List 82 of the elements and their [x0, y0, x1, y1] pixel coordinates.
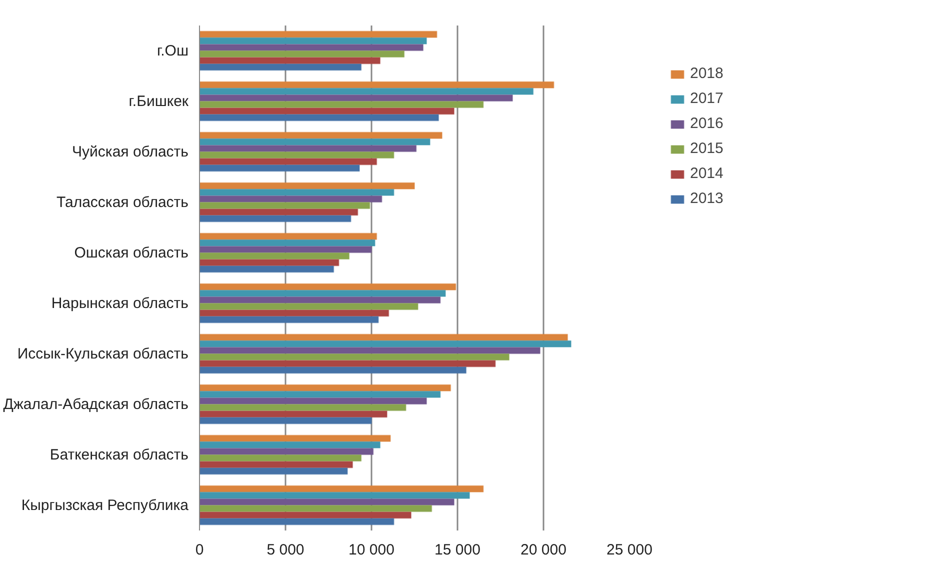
x-tick-label: 5 000: [266, 542, 304, 558]
bar: [200, 37, 428, 45]
bar: [200, 94, 514, 102]
bar: [200, 158, 378, 166]
bar: [200, 202, 370, 210]
bar: [200, 208, 358, 216]
bar: [200, 441, 381, 449]
bar: [200, 144, 417, 152]
bar: [200, 246, 372, 254]
y-tick-label: г.Ош: [156, 42, 189, 60]
bar: [200, 454, 362, 462]
y-tick-label: Баткенская область: [50, 446, 189, 464]
legend-label: 2015: [690, 140, 724, 157]
y-tick-label: Иссык-Кульская область: [17, 345, 189, 362]
bar: [200, 353, 510, 361]
y-tick-label: Ошская область: [74, 244, 189, 262]
bar: [200, 366, 467, 374]
bar: [200, 239, 376, 247]
bar: [200, 498, 455, 506]
bar: [200, 290, 446, 298]
bar: [200, 50, 405, 58]
legend-label: 2017: [690, 90, 724, 107]
bar: [200, 460, 354, 468]
bar: [200, 404, 406, 412]
bar: [200, 100, 484, 108]
y-tick-label: Чуйская область: [72, 143, 189, 160]
bar: [200, 346, 541, 354]
bar: [200, 397, 428, 405]
bar: [200, 485, 484, 492]
bar: [200, 64, 362, 71]
bar: [200, 390, 441, 398]
bar: [200, 107, 455, 115]
bar: [200, 56, 381, 64]
bar: [200, 410, 388, 418]
bar: [200, 468, 348, 475]
bar: [200, 296, 441, 304]
bar: [200, 252, 350, 260]
bar: [200, 518, 394, 526]
bar: [200, 114, 440, 122]
legend-label: 2018: [690, 65, 724, 82]
x-tick-label: 25 000: [606, 542, 652, 558]
bar: [200, 164, 360, 172]
bar: [200, 132, 443, 139]
x-tick-label: 20 000: [520, 542, 566, 558]
bar: [200, 88, 534, 96]
x-tick-label: 0: [195, 542, 204, 558]
bar: [200, 504, 432, 512]
bar: [200, 188, 394, 196]
legend-label: 2014: [690, 165, 724, 182]
bar: [200, 511, 412, 519]
bar: [200, 334, 568, 341]
y-tick-label: Кыргызская Республика: [21, 496, 190, 514]
bar: [200, 215, 352, 222]
bar: [200, 232, 378, 240]
bar: [200, 316, 379, 324]
legend-label: 2013: [690, 190, 724, 207]
bar: [200, 417, 372, 424]
y-tick-label: Нарынская область: [51, 294, 189, 312]
x-tick-label: 10 000: [348, 542, 394, 558]
x-tick-label: 15 000: [434, 542, 480, 558]
y-tick-label: Джалал-Абадская область: [3, 396, 189, 413]
y-tick-label: Таласская область: [56, 194, 189, 211]
bar: [200, 492, 470, 500]
bar: [200, 30, 438, 38]
bar: [200, 44, 424, 52]
bar: [200, 258, 340, 266]
bar: [200, 283, 456, 290]
bar: [200, 302, 418, 310]
bar: [200, 195, 382, 203]
bar: [200, 138, 430, 146]
bar: [200, 340, 572, 348]
bar: [200, 448, 374, 456]
bar: [200, 360, 496, 368]
legend-label: 2016: [690, 115, 724, 132]
bar: [200, 182, 415, 190]
bar: [200, 309, 390, 317]
y-tick-label: г.Бишкек: [128, 92, 189, 110]
bar: [200, 384, 452, 392]
bar: [200, 266, 334, 273]
bar: [200, 434, 391, 442]
bar: [200, 151, 394, 159]
bar: [200, 81, 554, 88]
